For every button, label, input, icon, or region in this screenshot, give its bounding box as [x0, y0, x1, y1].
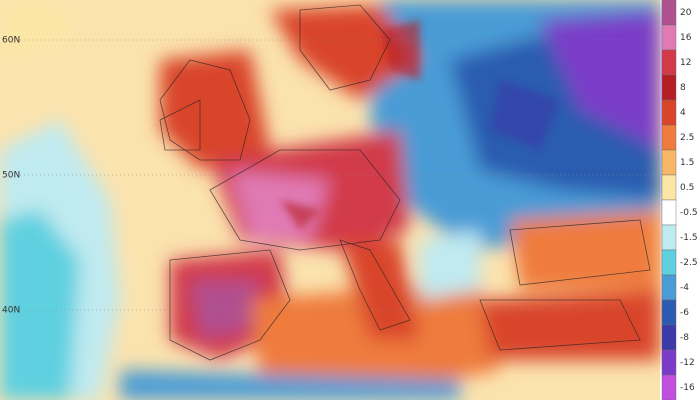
colorbar-swatch — [661, 74, 677, 101]
colorbar-swatch — [661, 374, 677, 400]
colorbar: 20 16 12 8 4 2.5 1.5 0.5 -0.5 -1.5 -2.5 -4 -6 -8 -12 -1… — [661, 0, 698, 400]
colorbar-label: 1.5 — [680, 158, 694, 168]
colorbar-swatch — [661, 0, 677, 26]
colorbar-label: 0.5 — [680, 183, 694, 193]
colorbar-label: 4 — [680, 108, 686, 118]
colorbar-label: -12 — [680, 358, 695, 368]
colorbar-swatch — [661, 324, 677, 351]
colorbar-swatch — [661, 349, 677, 376]
colorbar-swatch — [661, 49, 677, 76]
colorbar-swatch — [661, 149, 677, 176]
colorbar-swatch — [661, 274, 677, 301]
colorbar-label: -16 — [680, 383, 695, 393]
colorbar-swatch — [661, 24, 677, 51]
colorbar-label: 8 — [680, 83, 686, 93]
latitude-label: 40N — [2, 306, 20, 316]
colorbar-swatch — [661, 99, 677, 126]
colorbar-swatch — [661, 299, 677, 326]
colorbar-label: -6 — [680, 308, 689, 318]
latitude-label: 60N — [2, 36, 20, 46]
colorbar-label: -4 — [680, 283, 689, 293]
colorbar-swatch — [661, 174, 677, 201]
anomaly-field — [0, 0, 660, 400]
colorbar-label: -0.5 — [680, 208, 698, 218]
colorbar-label: 12 — [680, 58, 691, 68]
colorbar-label: 20 — [680, 8, 692, 18]
colorbar-swatch — [661, 224, 677, 251]
latitude-labels: 60N 50N 40N — [2, 36, 20, 316]
colorbar-label: -1.5 — [680, 233, 698, 243]
colorbar-swatch — [661, 124, 677, 151]
graticule — [20, 39, 660, 311]
colorbar-swatch — [661, 199, 677, 226]
colorbar-swatch — [661, 249, 677, 276]
colorbar-label: -8 — [680, 333, 689, 343]
colorbar-label: 16 — [680, 33, 692, 43]
latitude-label: 50N — [2, 171, 20, 181]
colorbar-label: -2.5 — [680, 258, 698, 268]
coastlines — [159, 4, 651, 361]
colorbar-label: 2.5 — [680, 133, 694, 143]
